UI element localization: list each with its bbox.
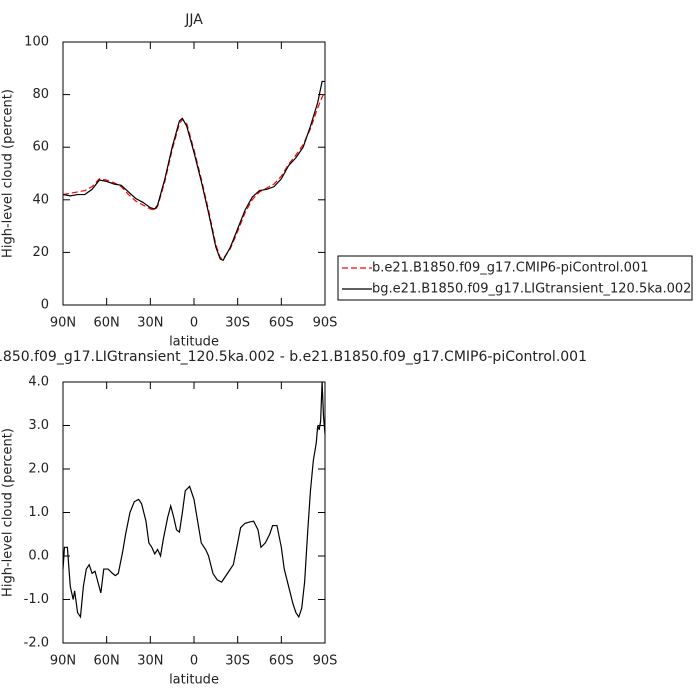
x-tick-label: 60S: [269, 316, 294, 331]
y-tick-label: -1.0: [24, 592, 49, 607]
data-line: [62, 381, 326, 619]
data-line: [62, 91, 326, 260]
y-tick-label: 0.0: [28, 549, 49, 564]
x-tick-label: 30N: [137, 654, 163, 669]
y-tick-label: 40: [32, 192, 49, 207]
y-tick-label: 100: [24, 35, 49, 50]
y-tick-label: 20: [32, 245, 49, 260]
y-axis-label: High-level cloud (percent): [1, 428, 16, 597]
x-tick-label: 0: [190, 654, 198, 669]
x-tick-label: 90S: [313, 654, 338, 669]
y-tick-label: 0: [41, 298, 49, 313]
x-tick-label: 60N: [94, 316, 120, 331]
x-tick-label: 90N: [50, 316, 76, 331]
legend-label: bg.e21.B1850.f09_g17.LIGtransient_120.5k…: [372, 282, 691, 297]
x-tick-label: 60N: [94, 654, 120, 669]
data-line: [62, 80, 325, 262]
y-tick-label: 80: [32, 87, 49, 102]
x-tick-label: 0: [190, 316, 198, 331]
plot-frame: [62, 41, 326, 306]
legend-box: [337, 255, 693, 301]
y-tick-label: 1.0: [28, 505, 49, 520]
chart-title: JJA: [184, 12, 203, 28]
y-tick-label: 4.0: [28, 375, 49, 390]
x-tick-label: 30S: [225, 316, 250, 331]
x-tick-label: 90S: [313, 316, 338, 331]
x-tick-label: 30S: [225, 654, 250, 669]
legend-label: b.e21.B1850.f09_g17.CMIP6-piControl.001: [372, 261, 648, 276]
plot-frame: [62, 381, 326, 644]
y-tick-label: 60: [32, 140, 49, 155]
x-tick-label: 60S: [269, 654, 294, 669]
x-axis-label: latitude: [169, 673, 219, 688]
x-axis-label: latitude: [169, 335, 219, 350]
x-tick-label: 30N: [137, 316, 163, 331]
y-axis-label: High-level cloud (percent): [1, 89, 16, 258]
y-tick-label: 2.0: [28, 462, 49, 477]
x-tick-label: 90N: [50, 654, 76, 669]
y-tick-label: -2.0: [24, 636, 49, 651]
y-tick-label: 3.0: [28, 418, 49, 433]
chart-title: bg.e21.B1850.f09_g17.LIGtransient_120.5k…: [0, 349, 587, 365]
